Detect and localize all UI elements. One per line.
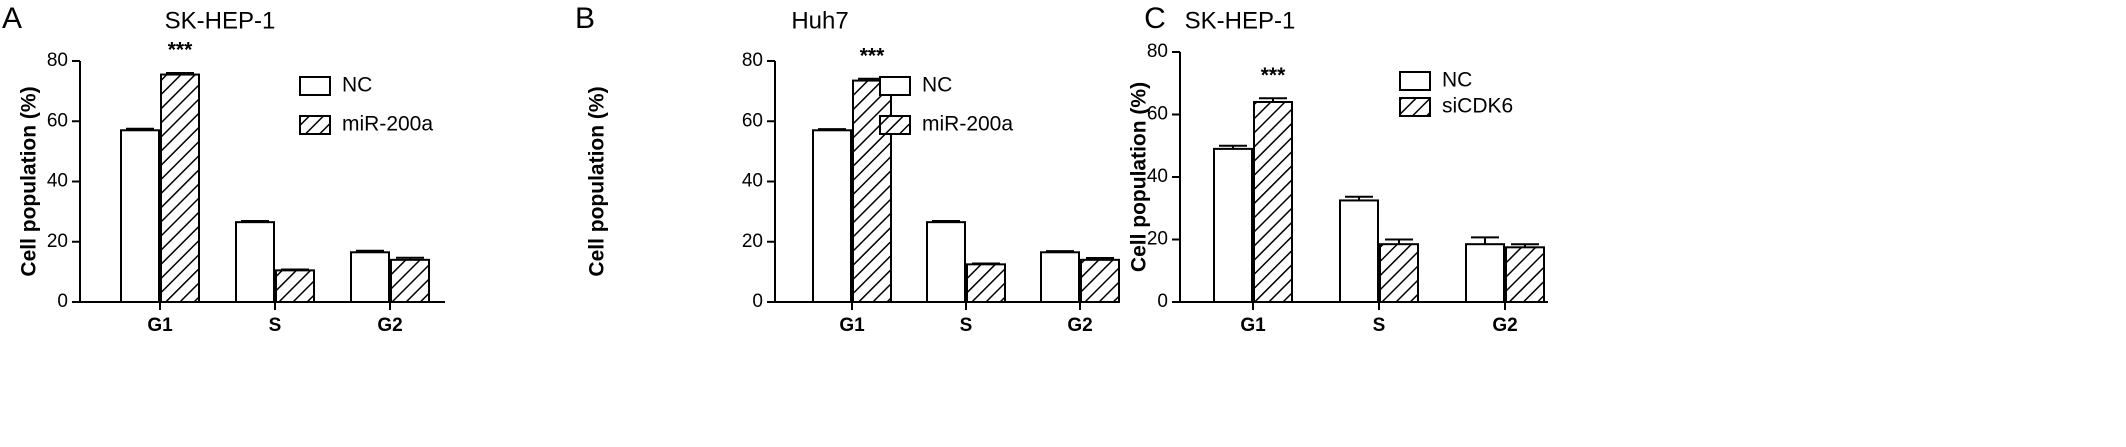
bar — [1339, 199, 1379, 303]
y-tick-label: 20 — [47, 231, 68, 252]
y-tick-label: 60 — [1147, 104, 1168, 125]
bar — [926, 221, 966, 303]
x-tick-label: S — [1373, 315, 1386, 336]
y-tick-label: 0 — [57, 291, 68, 312]
bar — [812, 129, 852, 303]
legend-label: miR-200a — [342, 113, 433, 136]
bar — [966, 263, 1006, 303]
bar — [1040, 251, 1080, 303]
bar — [1465, 243, 1505, 303]
chart-title: Huh7 — [791, 7, 848, 34]
x-tick-label: G1 — [839, 315, 865, 336]
panel-label: B — [575, 2, 595, 35]
y-axis-label: Cell population (%) — [18, 86, 41, 276]
bar — [1379, 243, 1419, 303]
bar — [390, 258, 430, 304]
y-tick-label: 20 — [742, 231, 763, 252]
x-tick-label: G1 — [147, 315, 173, 336]
y-tick-label: 80 — [47, 50, 68, 71]
bar — [1213, 147, 1253, 303]
y-tick-label: 80 — [1147, 41, 1168, 62]
bar — [1505, 246, 1545, 303]
x-tick-label: G2 — [1492, 315, 1517, 336]
x-tick-label: G2 — [1067, 315, 1092, 336]
panel-label: C — [1144, 2, 1166, 35]
legend-label: NC — [922, 74, 952, 97]
legend-swatch — [299, 76, 331, 96]
y-axis-label: Cell population (%) — [586, 86, 609, 276]
bar — [1253, 101, 1293, 303]
legend-swatch — [1399, 71, 1431, 91]
legend-swatch — [299, 115, 331, 135]
annotation: *** — [1261, 64, 1286, 87]
bar — [120, 129, 160, 303]
legend-swatch — [1399, 97, 1431, 117]
chart-title: SK-HEP-1 — [1185, 7, 1296, 34]
annotation: *** — [168, 39, 193, 62]
bar — [852, 79, 892, 303]
x-tick-label: G2 — [377, 315, 402, 336]
y-tick-label: 60 — [47, 110, 68, 131]
y-tick-label: 0 — [1157, 291, 1168, 312]
y-tick-label: 20 — [1147, 229, 1168, 250]
legend-label: NC — [1442, 69, 1472, 92]
y-tick-label: 60 — [742, 110, 763, 131]
annotation: *** — [860, 44, 885, 67]
y-tick-label: 0 — [752, 291, 763, 312]
y-tick-label: 40 — [47, 171, 68, 192]
chart-title: SK-HEP-1 — [165, 7, 276, 34]
panel-label: A — [2, 2, 22, 35]
bar — [160, 73, 200, 304]
legend-label: miR-200a — [922, 113, 1013, 136]
bar — [350, 251, 390, 303]
legend-swatch — [879, 115, 911, 135]
x-tick-label: G1 — [1240, 315, 1266, 336]
bar — [275, 269, 315, 303]
y-axis-label: Cell population (%) — [1128, 82, 1151, 272]
bar — [1080, 258, 1120, 304]
bar — [235, 221, 275, 303]
x-tick-label: S — [960, 315, 973, 336]
x-tick-label: S — [269, 315, 282, 336]
legend-swatch — [879, 76, 911, 96]
legend-label: NC — [342, 74, 372, 97]
legend-label: siCDK6 — [1442, 95, 1513, 118]
y-tick-label: 40 — [1147, 166, 1168, 187]
y-tick-label: 80 — [742, 50, 763, 71]
y-tick-label: 40 — [742, 171, 763, 192]
